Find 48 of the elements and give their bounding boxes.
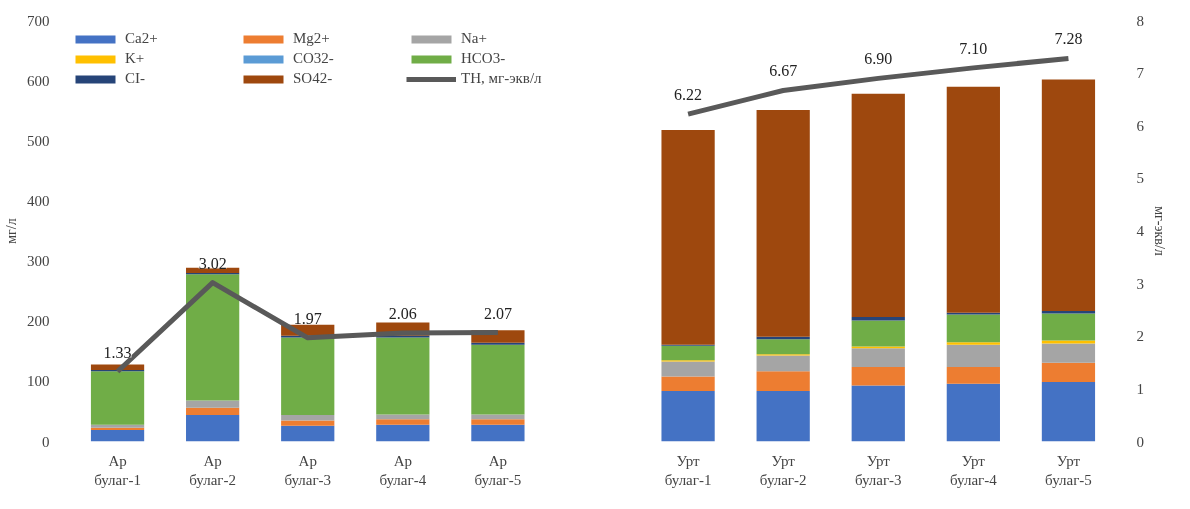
- y2-tick-label: 1: [1136, 380, 1144, 397]
- legend-label: HCO3-: [461, 50, 507, 67]
- y2-tick-label: 7: [1136, 65, 1145, 82]
- data-label: 7.28: [1054, 30, 1083, 48]
- x-tick-label: Ар булаг-5: [474, 452, 522, 488]
- y2-tick-label: 6: [1136, 117, 1145, 134]
- y-tick-label: 0: [42, 433, 50, 450]
- x-tick-label: Урт булаг-4: [950, 452, 998, 488]
- y-axis-title: мг/л: [4, 218, 19, 244]
- x-tick-label: Урт булаг-2: [759, 452, 807, 488]
- data-label: 1.97: [293, 309, 322, 327]
- y-tick-label: 200: [27, 313, 50, 330]
- x-tick-label: Ар булаг-4: [379, 452, 427, 488]
- x-tick-label: Урт булаг-3: [854, 452, 902, 488]
- legend-label: Ca2+: [125, 30, 159, 47]
- legend-label: K+: [125, 50, 146, 67]
- y-tick-label: 300: [27, 253, 50, 270]
- data-label: 1.33: [103, 343, 132, 361]
- y-tick-label: 600: [27, 72, 50, 89]
- data-label: 2.07: [483, 304, 512, 322]
- legend-label: Mg2+: [293, 30, 331, 47]
- x-tick-label: Урт булаг-5: [1045, 452, 1092, 488]
- data-label: 7.10: [959, 39, 988, 57]
- y-tick-label: 700: [27, 12, 50, 29]
- legend-label: SO42-: [293, 70, 334, 87]
- data-label: 3.02: [198, 254, 227, 272]
- y2-tick-label: 0: [1136, 433, 1144, 450]
- data-label: 2.06: [388, 305, 417, 323]
- legend-label: TH, мг-экв/л: [461, 70, 543, 87]
- data-label: 6.22: [674, 86, 703, 104]
- legend-label: CO32-: [293, 50, 335, 67]
- x-tick-label: Ар булаг-2: [189, 452, 236, 488]
- y2-axis-title: мг-экв/л: [1152, 206, 1167, 256]
- y-tick-label: 400: [27, 192, 50, 209]
- x-tick-label: Ар булаг-3: [284, 452, 332, 488]
- y2-tick-label: 3: [1136, 275, 1144, 292]
- legend-label: Na+: [461, 30, 488, 47]
- x-tick-label: Урт булаг-1: [664, 452, 712, 488]
- y2-tick-label: 5: [1136, 170, 1144, 187]
- y-tick-label: 500: [27, 132, 50, 149]
- data-label: 6.67: [769, 62, 798, 80]
- y2-tick-label: 8: [1136, 12, 1144, 29]
- y2-tick-label: 4: [1136, 223, 1145, 239]
- legend-label: CI-: [125, 70, 146, 87]
- y2-tick-label: 2: [1136, 328, 1144, 345]
- x-tick-label: Ар булаг-1: [94, 452, 141, 488]
- data-label: 6.90: [864, 50, 893, 68]
- y-tick-label: 100: [27, 373, 50, 390]
